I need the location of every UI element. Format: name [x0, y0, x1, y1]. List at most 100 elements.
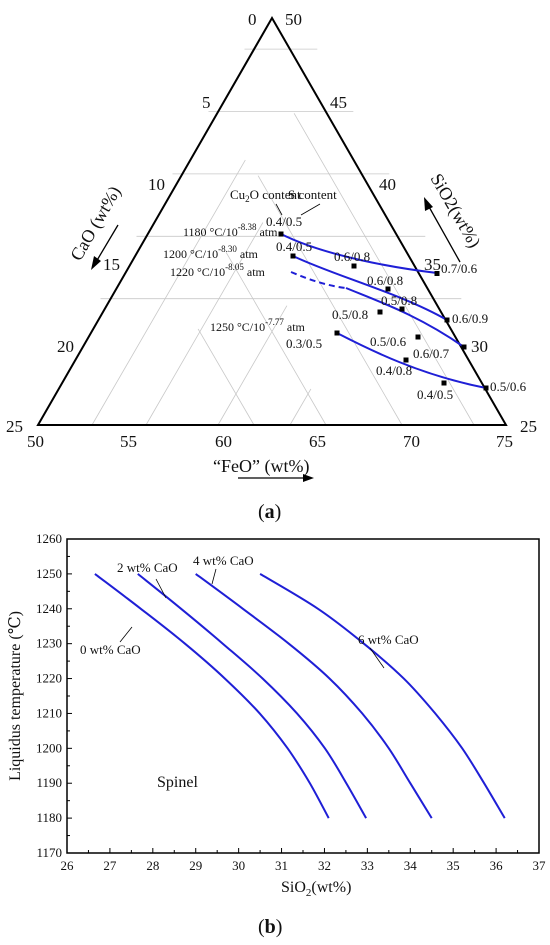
liquidus-chart: 26 27 28 29 30 31 32 33 34 35 36 37 1170 1180 1190 1200… [7, 531, 546, 938]
ternary-frame [36, 15, 508, 426]
series-leader [211, 568, 217, 585]
isotherm-1220-dashed [290, 271, 347, 289]
series-curves [94, 573, 506, 819]
corner-label-right: 25 [520, 417, 537, 436]
cao-tick-label: 10 [148, 175, 165, 194]
cao-tick-label: 15 [103, 255, 120, 274]
y-tick-label: 1210 [36, 705, 62, 720]
x-tick-label: 31 [275, 858, 288, 873]
y-tick-label: 1220 [36, 671, 62, 686]
point-label: 0.6/0.9 [452, 311, 488, 326]
y-axis-title: Liquidus temperature (℃) [7, 611, 24, 781]
ternary-diagram: 0 50 5 10 15 20 45 40 35 30 50 55 60 65 … [6, 10, 537, 523]
point-label: 0.4/0.5 [417, 387, 453, 402]
y-tick-label: 1170 [36, 845, 62, 860]
series-leader [369, 647, 385, 669]
x-tick-label: 30 [232, 858, 245, 873]
sio2-tick-label: 30 [471, 337, 488, 356]
sio2-tick-label: 35 [424, 255, 441, 274]
header-leader [300, 203, 321, 216]
series-label: 0 wt% CaO [80, 642, 141, 657]
marker [483, 385, 489, 391]
x-tick-label: 36 [490, 858, 504, 873]
point-label: 0.6/0.7 [413, 346, 450, 361]
x-tick-label: 26 [61, 858, 75, 873]
x-tick-label: 35 [447, 858, 460, 873]
panel-a-caption: (a) [258, 501, 281, 523]
sio2-axis-title: SiO2(wt%) [426, 170, 485, 252]
cao-axis-title: CaO (wt%) [66, 183, 125, 265]
marker [461, 344, 467, 350]
feo-tick-label: 55 [120, 432, 137, 451]
isotherm-label-1220: 1220 °C/10-8.05 atm [170, 262, 266, 279]
x-tick-label: 29 [189, 858, 202, 873]
isotherm-1200 [292, 255, 448, 321]
series-line [137, 573, 367, 819]
arrow-head-icon [91, 256, 101, 270]
marker [290, 253, 296, 259]
cao-axis-arrow [95, 224, 119, 263]
x-tick-label: 32 [318, 858, 331, 873]
x-tick-label: 37 [533, 858, 547, 873]
y-tick-label: 1180 [36, 810, 62, 825]
point-label: 0.4/0.5 [266, 214, 302, 229]
x-tick-label: 33 [361, 858, 374, 873]
series-line [195, 573, 433, 819]
feo-tick-label: 60 [215, 432, 232, 451]
isotherm-label-1250: 1250 °C/10-7.77 atm [210, 317, 306, 334]
cao-tick-label: 20 [57, 337, 74, 356]
arrow-head-icon [303, 474, 314, 482]
series-leader [119, 626, 133, 643]
point-label: 0.5/0.8 [332, 307, 368, 322]
feo-tick-label: 50 [27, 432, 44, 451]
point-label: 0.6/0.8 [367, 273, 403, 288]
isotherm-1250 [336, 332, 487, 389]
marker [434, 271, 440, 276]
isotherm-label-1180: 1180 °C/10-8.38 atm [183, 222, 278, 239]
arrow-head-icon [424, 197, 433, 211]
sio2-tick-label: 45 [330, 93, 347, 112]
region-label: Spinel [157, 774, 198, 791]
series-label: 4 wt% CaO [193, 553, 254, 568]
series-label: 6 wt% CaO [358, 632, 419, 647]
point-label: 0.6/0.8 [334, 249, 370, 264]
feo-tick-label: 75 [496, 432, 513, 451]
marker [441, 380, 447, 386]
s-header-label: S content [288, 187, 337, 202]
marker [334, 330, 340, 336]
x-tick-label: 28 [146, 858, 159, 873]
point-label: 0.4/0.8 [376, 363, 412, 378]
point-label: 0.3/0.5 [286, 336, 322, 351]
point-label: 0.5/0.6 [490, 379, 527, 394]
isotherm-1180 [280, 233, 438, 274]
y-tick-label: 1190 [36, 775, 62, 790]
sample-markers [278, 231, 489, 391]
point-label: 0.4/0.5 [276, 239, 312, 254]
isotherm-curves [280, 233, 487, 389]
ternary-grid [91, 48, 475, 426]
point-label: 0.5/0.8 [381, 293, 417, 308]
marker [351, 263, 357, 269]
feo-tick-label: 70 [403, 432, 420, 451]
marker [415, 334, 421, 340]
x-axis-title: SiO2(wt%) [281, 879, 351, 899]
y-tick-label: 1230 [36, 636, 62, 651]
point-label: 0.5/0.6 [370, 334, 407, 349]
y-tick-label: 1250 [36, 566, 62, 581]
marker [385, 286, 391, 292]
sio2-axis-arrow [427, 204, 461, 263]
header-leader [275, 203, 283, 216]
feo-tick-label: 65 [309, 432, 326, 451]
isotherm-label-1200: 1200 °C/10-8.30 atm [163, 244, 259, 261]
point-label: 0.7/0.6 [441, 261, 478, 276]
series-line [259, 573, 506, 819]
apex-label-right: 50 [285, 10, 302, 29]
x-tick-label: 34 [404, 858, 418, 873]
y-tick-label: 1260 [36, 531, 62, 546]
series-leader [155, 578, 167, 599]
corner-label-left: 25 [6, 417, 23, 436]
y-tick-label: 1240 [36, 601, 62, 616]
marker [403, 357, 409, 363]
marker [377, 309, 383, 315]
